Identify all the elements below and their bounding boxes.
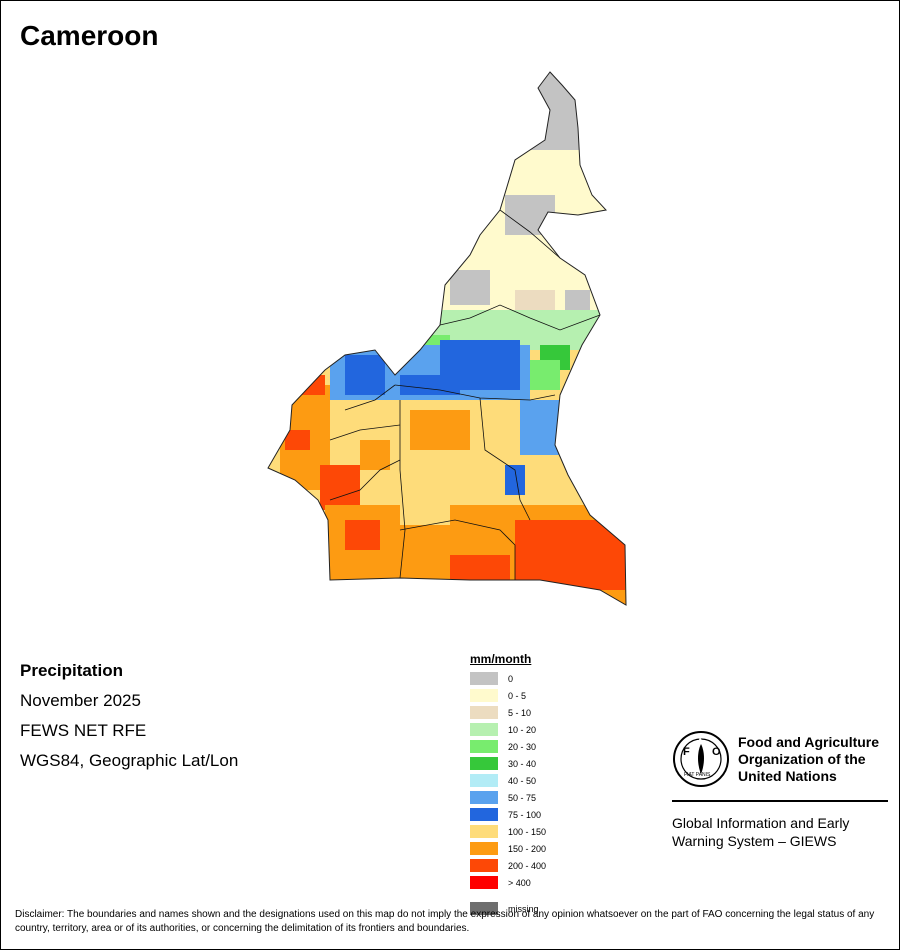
legend-label: 100 - 150 — [508, 826, 547, 837]
legend: mm/month 0 0 - 5 5 - 10 10 - 20 20 - 30 30 - … — [470, 652, 546, 917]
source-label: FEWS NET RFE — [20, 721, 147, 740]
map-region — [450, 270, 490, 305]
legend-swatch — [470, 723, 498, 736]
legend-label: 30 - 40 — [508, 758, 537, 769]
map-region — [505, 465, 525, 495]
legend-swatch — [470, 672, 498, 685]
legend-swatch — [470, 902, 498, 915]
admin-boundaries — [329, 209, 601, 580]
legend-item: 75 - 100 — [470, 806, 546, 823]
legend-item: missing — [470, 900, 546, 917]
legend-item: 20 - 30 — [470, 738, 546, 755]
map-region — [515, 520, 625, 590]
legend-swatch — [470, 774, 498, 787]
map-region — [400, 480, 450, 525]
legend-item: 150 - 200 — [470, 840, 546, 857]
org-name: Food and Agriculture Organization of the… — [738, 733, 880, 784]
legend-swatch — [470, 842, 498, 855]
precipitation-map — [267, 71, 627, 606]
legend-label: 0 — [508, 673, 514, 684]
legend-label: 20 - 30 — [508, 741, 537, 752]
legend-swatch — [470, 859, 498, 872]
fao-block: F A O FIAT PANIS Food and Agriculture Or… — [672, 730, 888, 850]
map-region — [345, 520, 380, 550]
variable-label: Precipitation — [20, 661, 123, 680]
map-region — [360, 440, 390, 470]
map-region — [450, 555, 510, 580]
legend-item: 0 — [470, 670, 546, 687]
legend-swatch — [470, 757, 498, 770]
legend-label: 150 - 200 — [508, 843, 547, 854]
legend-item: 10 - 20 — [470, 721, 546, 738]
legend-label: 10 - 20 — [508, 724, 537, 735]
giews-label: Global Information and Early Warning Sys… — [672, 815, 850, 849]
divider — [672, 800, 888, 802]
map-region — [410, 410, 470, 450]
legend-item: 0 - 5 — [470, 687, 546, 704]
legend-label: 5 - 10 — [508, 707, 532, 718]
legend-label: 200 - 400 — [508, 860, 547, 871]
map-info: Precipitation November 2025 FEWS NET RFE… — [20, 656, 238, 776]
legend-swatch — [470, 808, 498, 821]
legend-item: 30 - 40 — [470, 755, 546, 772]
country-outline — [267, 71, 627, 606]
legend-swatch — [470, 706, 498, 719]
legend-swatch — [470, 689, 498, 702]
legend-item: > 400 — [470, 874, 546, 891]
legend-item: 50 - 75 — [470, 789, 546, 806]
legend-label: 75 - 100 — [508, 809, 542, 820]
svg-text:F: F — [683, 746, 690, 758]
legend-item: 200 - 400 — [470, 857, 546, 874]
legend-swatch — [470, 791, 498, 804]
fao-logo-icon: F A O FIAT PANIS — [673, 731, 729, 787]
map-region — [505, 195, 555, 235]
map-region — [400, 375, 460, 395]
disclaimer: Disclaimer: The boundaries and names sho… — [15, 909, 875, 934]
legend-swatch — [470, 876, 498, 889]
svg-text:FIAT PANIS: FIAT PANIS — [684, 772, 711, 778]
svg-text:A: A — [697, 737, 704, 747]
map-region — [285, 430, 310, 450]
legend-item: 100 - 150 — [470, 823, 546, 840]
legend-swatch — [470, 740, 498, 753]
legend-title: mm/month — [470, 652, 532, 666]
map-region — [530, 72, 590, 150]
legend-label: missing — [508, 903, 539, 914]
period-label: November 2025 — [20, 691, 141, 710]
legend-label: 50 - 75 — [508, 792, 537, 803]
legend-label: 40 - 50 — [508, 775, 537, 786]
map-region — [345, 355, 385, 395]
map-region — [520, 400, 560, 455]
legend-label: > 400 — [508, 877, 531, 888]
legend-swatch — [470, 825, 498, 838]
legend-item: 5 - 10 — [470, 704, 546, 721]
svg-text:O: O — [712, 746, 721, 758]
map-region — [320, 465, 360, 510]
legend-item: 40 - 50 — [470, 772, 546, 789]
map-title: Cameroon — [20, 20, 159, 51]
projection-label: WGS84, Geographic Lat/Lon — [20, 751, 239, 770]
legend-label: 0 - 5 — [508, 690, 527, 701]
